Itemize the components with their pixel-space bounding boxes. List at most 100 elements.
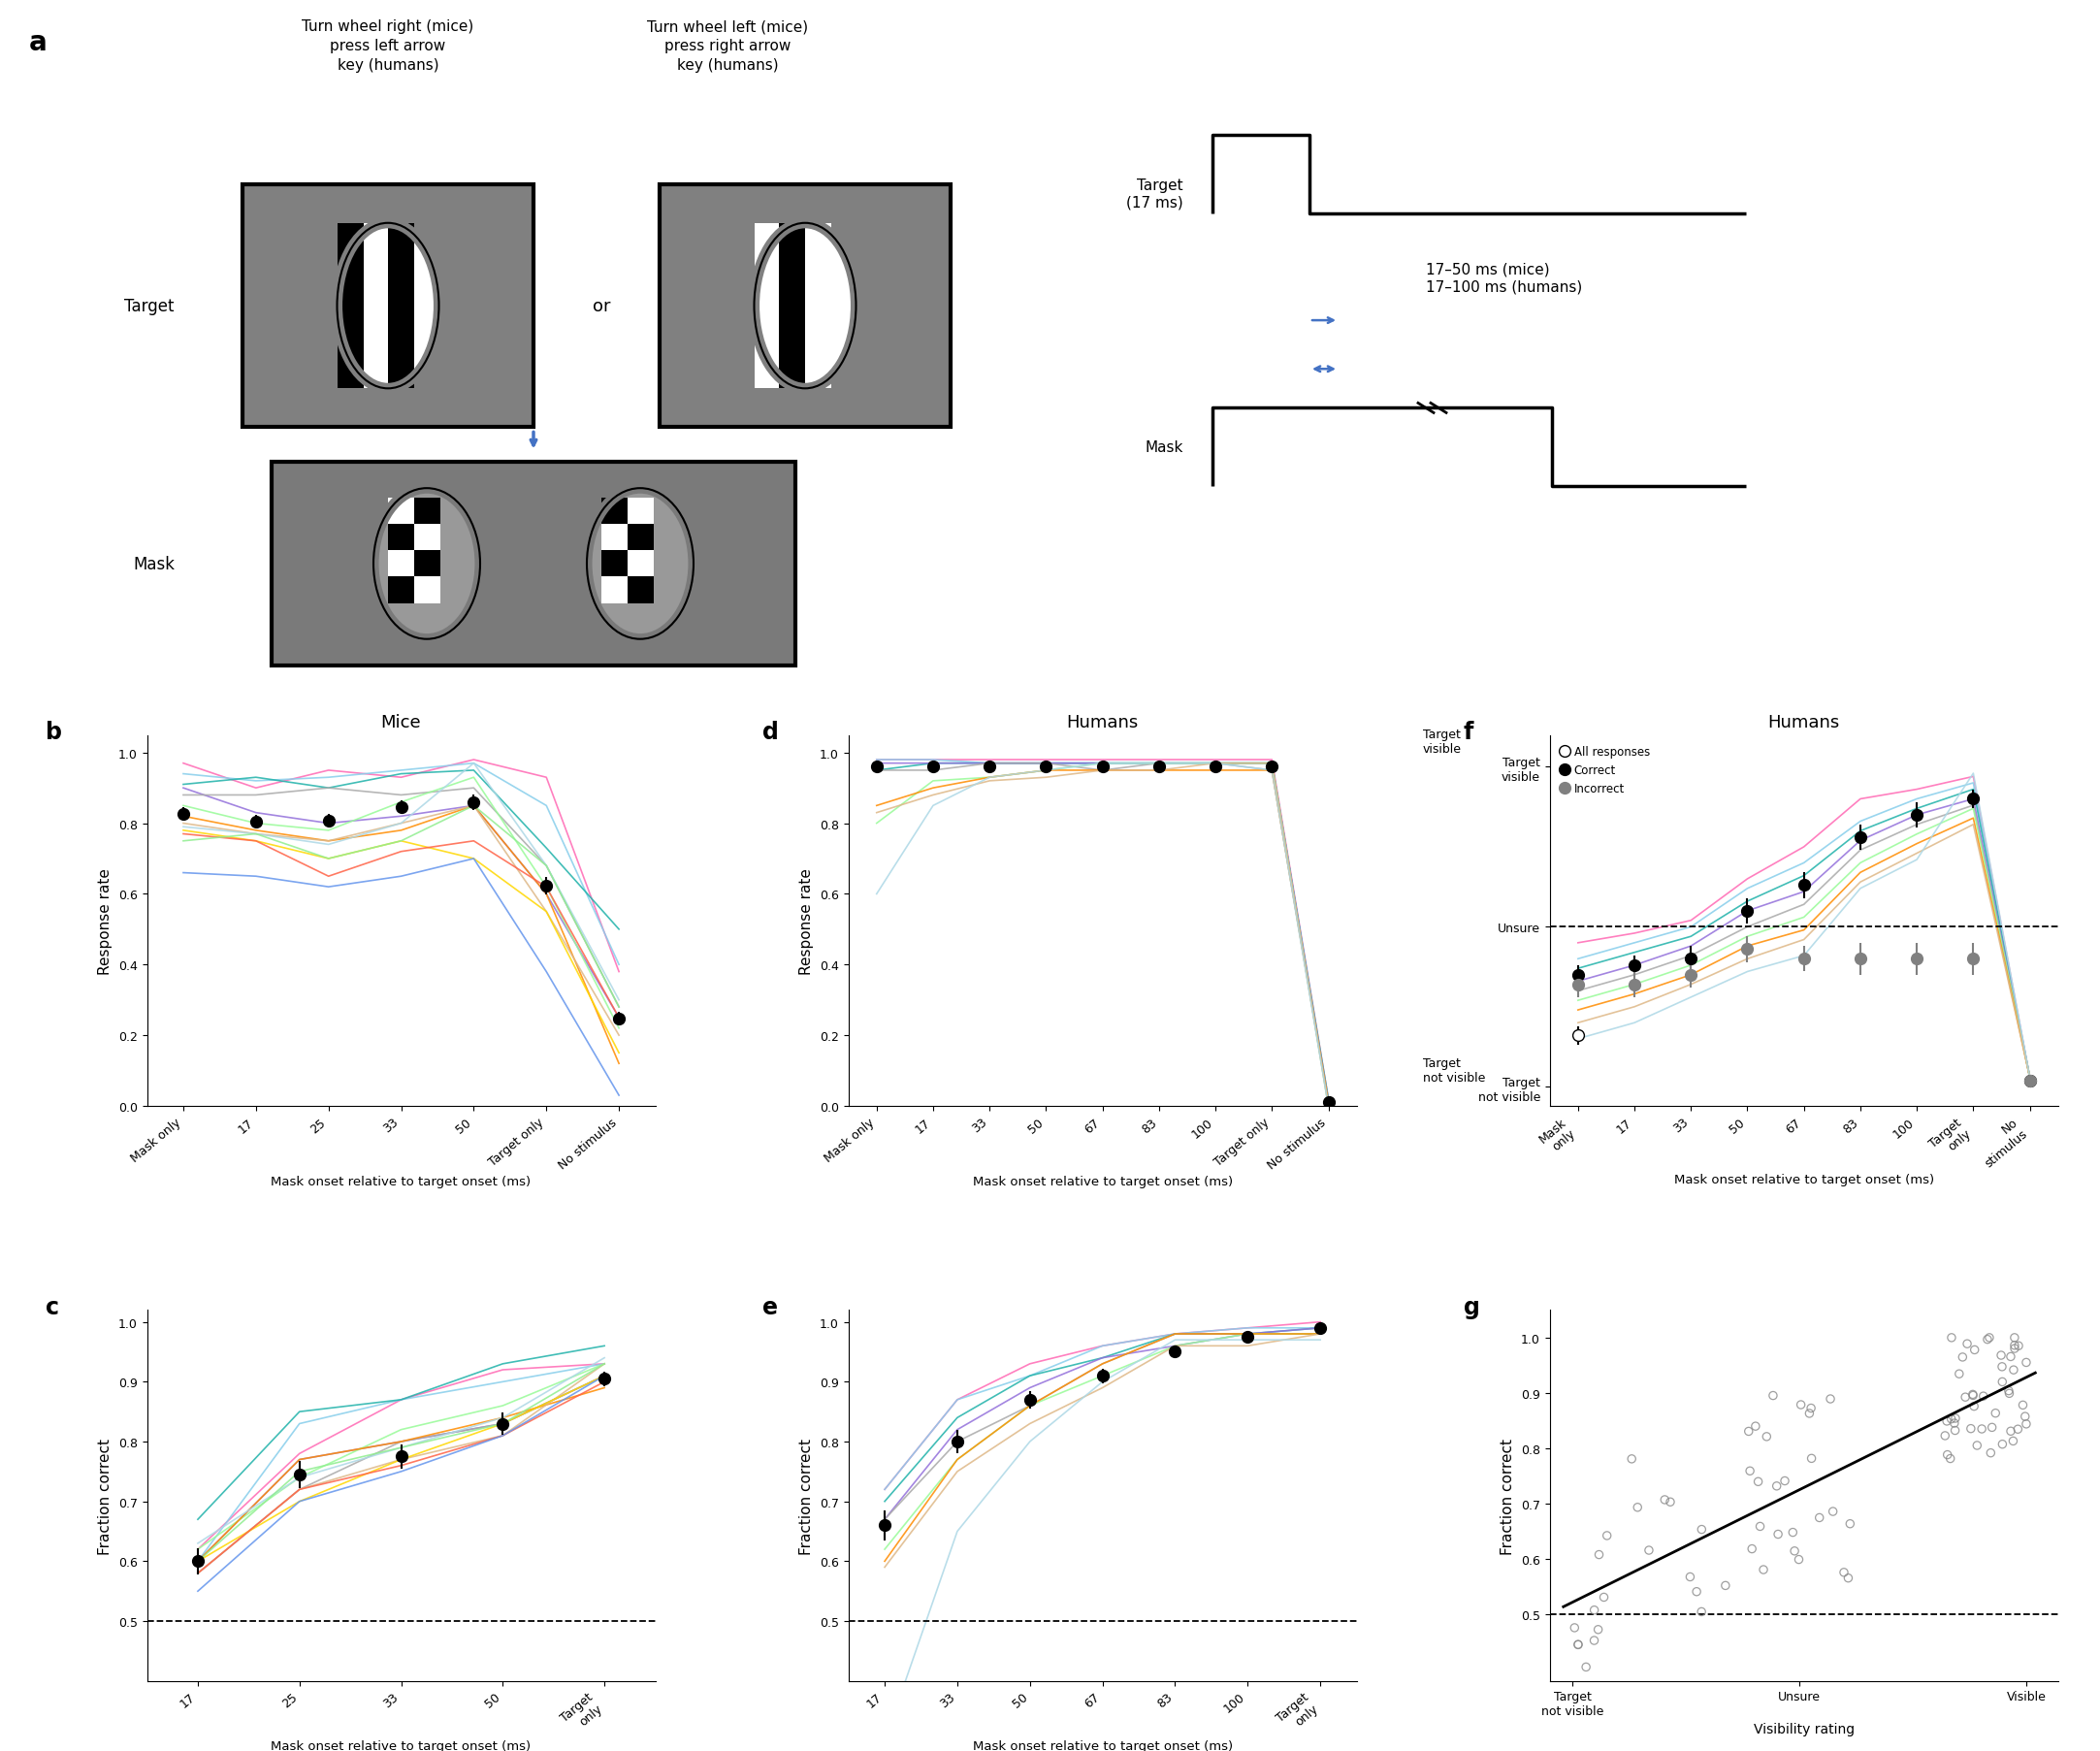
- Point: [1560, 1630, 1594, 1658]
- Point: [1749, 1424, 1783, 1452]
- Point: [1934, 1445, 1968, 1473]
- Point: [1768, 1467, 1802, 1495]
- Bar: [338, 224, 363, 389]
- X-axis label: Visibility rating: Visibility rating: [1753, 1721, 1854, 1735]
- Bar: [628, 578, 653, 604]
- Bar: [628, 499, 653, 525]
- Point: [1972, 1324, 2005, 1352]
- Bar: [388, 499, 414, 525]
- Point: [1785, 1390, 1819, 1418]
- Y-axis label: Fraction correct: Fraction correct: [1501, 1438, 1516, 1553]
- Point: [1997, 1331, 2031, 1359]
- Point: [1831, 1564, 1865, 1592]
- Point: [1777, 1518, 1810, 1546]
- Bar: [779, 224, 804, 389]
- Y-axis label: Response rate: Response rate: [99, 867, 113, 974]
- Point: [1993, 1376, 2026, 1404]
- Bar: [388, 525, 414, 552]
- Point: [1732, 1418, 1766, 1446]
- Bar: [242, 186, 533, 427]
- Point: [1976, 1413, 2010, 1441]
- Point: [1783, 1546, 1816, 1574]
- X-axis label: Mask onset relative to target onset (ms): Mask onset relative to target onset (ms): [271, 1739, 531, 1751]
- Point: [1621, 1494, 1655, 1522]
- Point: [1984, 1368, 2018, 1396]
- X-axis label: Mask onset relative to target onset (ms): Mask onset relative to target onset (ms): [1674, 1173, 1934, 1185]
- Point: [1934, 1404, 1968, 1432]
- Point: [1984, 1341, 2018, 1369]
- Point: [2001, 1333, 2035, 1361]
- Point: [1802, 1504, 1835, 1532]
- Text: Mask: Mask: [1145, 440, 1184, 455]
- Text: d: d: [762, 721, 779, 744]
- Ellipse shape: [586, 489, 693, 639]
- Y-axis label: Fraction correct: Fraction correct: [800, 1438, 815, 1553]
- Point: [1957, 1392, 1991, 1420]
- Bar: [628, 552, 653, 578]
- Point: [1942, 1361, 1976, 1389]
- Bar: [601, 499, 628, 525]
- Bar: [363, 224, 388, 389]
- Title: Humans: Humans: [1067, 714, 1138, 732]
- Point: [1966, 1415, 1999, 1443]
- Point: [1581, 1616, 1615, 1644]
- Point: [1632, 1536, 1665, 1564]
- Bar: [804, 224, 832, 389]
- Bar: [414, 525, 439, 552]
- Point: [1739, 1413, 1772, 1441]
- Title: Mice: Mice: [380, 714, 422, 732]
- Point: [1577, 1627, 1611, 1655]
- Ellipse shape: [374, 489, 481, 639]
- Point: [1569, 1653, 1602, 1681]
- Point: [1684, 1597, 1718, 1625]
- Y-axis label: Fraction correct: Fraction correct: [99, 1438, 113, 1553]
- Point: [1947, 1343, 1980, 1371]
- Point: [1833, 1509, 1867, 1537]
- Point: [2001, 1415, 2035, 1443]
- Point: [1581, 1541, 1615, 1569]
- Point: [1957, 1336, 1991, 1364]
- Point: [1934, 1324, 1968, 1352]
- Bar: [414, 552, 439, 578]
- Text: g: g: [1464, 1296, 1480, 1319]
- Text: Turn wheel right (mice)
press left arrow
key (humans): Turn wheel right (mice) press left arrow…: [302, 19, 475, 72]
- Text: Turn wheel left (mice)
press right arrow
key (humans): Turn wheel left (mice) press right arrow…: [647, 19, 808, 72]
- Point: [1938, 1417, 1972, 1445]
- Bar: [754, 224, 779, 389]
- Point: [1732, 1457, 1766, 1485]
- Point: [1957, 1382, 1991, 1410]
- Point: [1930, 1408, 1964, 1436]
- Bar: [271, 462, 796, 667]
- Text: Target
visible: Target visible: [1422, 728, 1462, 755]
- Point: [1974, 1439, 2008, 1467]
- Bar: [414, 499, 439, 525]
- Bar: [601, 552, 628, 578]
- Point: [1760, 1473, 1793, 1501]
- Point: [1978, 1399, 2012, 1427]
- Point: [1984, 1354, 2018, 1382]
- Point: [1930, 1441, 1964, 1469]
- Point: [1793, 1399, 1827, 1427]
- Point: [1938, 1404, 1972, 1432]
- Point: [1577, 1597, 1611, 1625]
- Point: [1938, 1410, 1972, 1438]
- Point: [1560, 1630, 1594, 1658]
- Point: [1684, 1516, 1718, 1544]
- Point: [1648, 1487, 1682, 1515]
- Y-axis label: Response rate: Response rate: [800, 867, 815, 974]
- X-axis label: Mask onset relative to target onset (ms): Mask onset relative to target onset (ms): [271, 1175, 531, 1187]
- Point: [1735, 1536, 1768, 1564]
- Point: [1997, 1427, 2031, 1455]
- Legend: All responses, Correct, Incorrect: All responses, Correct, Incorrect: [1556, 741, 1655, 800]
- Point: [1816, 1497, 1850, 1525]
- Point: [2008, 1403, 2041, 1431]
- Text: Target
not visible: Target not visible: [1422, 1058, 1485, 1084]
- Bar: [628, 525, 653, 552]
- Point: [1955, 1380, 1989, 1408]
- Ellipse shape: [754, 224, 857, 389]
- Point: [1653, 1488, 1686, 1516]
- Point: [1997, 1324, 2031, 1352]
- Point: [1741, 1467, 1774, 1495]
- Text: Target
(17 ms): Target (17 ms): [1126, 179, 1184, 210]
- Point: [2010, 1410, 2043, 1438]
